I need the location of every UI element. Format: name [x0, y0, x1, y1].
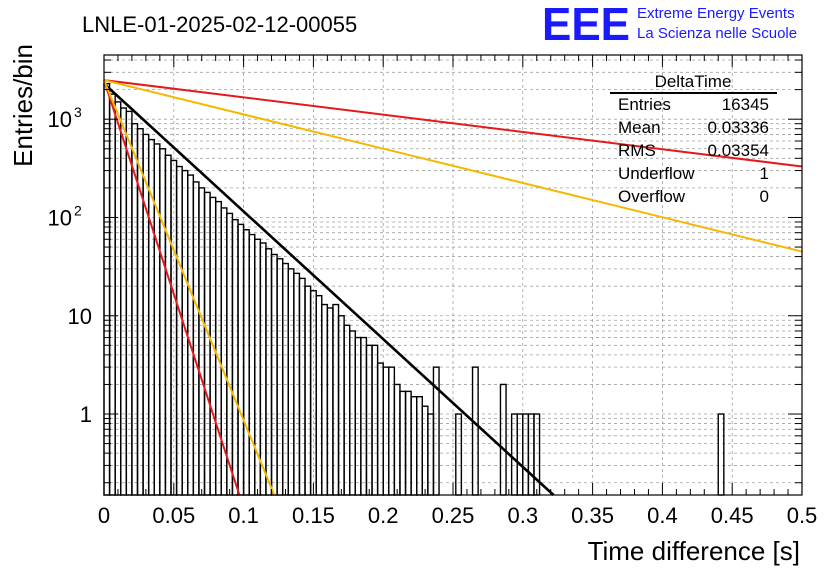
fit-lines: [103, 79, 803, 496]
stats-label: Underflow: [618, 164, 695, 183]
x-tick-label: 0.3: [508, 503, 539, 528]
x-tick-label: 0.4: [647, 503, 678, 528]
stats-row-mean: Mean 0.03336: [618, 118, 769, 137]
grid-lines: [104, 55, 802, 495]
y-tick-exponent: 3: [74, 104, 82, 120]
stats-box: DeltaTime Entries 16345 Mean 0.03336 RMS…: [610, 72, 777, 206]
eee-logo: EEE Extreme Energy Events La Scienza nel…: [542, 0, 797, 50]
x-tick-label: 0.5: [787, 503, 818, 528]
stats-row-rms: RMS 0.03354: [618, 141, 769, 160]
stats-row-underflow: Underflow 1: [618, 164, 769, 183]
y-axis-label: Entries/bin: [8, 44, 38, 167]
fit-line-3: [103, 79, 241, 496]
axes-ticks: 0 0.05 0.1 0.15 0.2 0.25 0.3 0.35 0.4 0.45 0.51101…: [48, 55, 818, 528]
y-tick-exponent: 2: [74, 202, 82, 218]
y-tick-label: 10: [48, 107, 72, 132]
y-tick-label: 1: [80, 402, 92, 427]
stats-label: Overflow: [618, 187, 686, 206]
fit-line-2: [103, 79, 803, 253]
stats-value: 16345: [722, 95, 769, 114]
fit-line-0: [103, 82, 555, 496]
stats-value: 0.03336: [708, 118, 769, 137]
stats-label: Mean: [618, 118, 661, 137]
x-tick-label: 0.45: [711, 503, 754, 528]
x-tick-label: 0.15: [292, 503, 335, 528]
x-tick-label: 0.35: [571, 503, 614, 528]
logo-line-1: Extreme Energy Events: [637, 5, 795, 22]
fit-line-4: [103, 79, 276, 496]
y-tick-label: 10: [68, 304, 92, 329]
x-tick-label: 0.05: [152, 503, 195, 528]
logo-line-2: La Scienza nelle Scuole: [637, 25, 797, 42]
stats-row-overflow: Overflow 0: [618, 187, 769, 206]
stats-box-title: DeltaTime: [655, 72, 732, 91]
stats-label: Entries: [618, 95, 671, 114]
stats-label: RMS: [618, 141, 656, 160]
stats-row-entries: Entries 16345: [618, 95, 769, 114]
eee-logo-mark: EEE: [542, 0, 630, 50]
x-axis-label: Time difference [s]: [588, 536, 800, 566]
y-tick-label: 10: [48, 205, 72, 230]
x-tick-label: 0.1: [228, 503, 259, 528]
x-tick-label: 0.2: [368, 503, 399, 528]
stats-value: 0: [760, 187, 769, 206]
x-tick-label: 0.25: [432, 503, 475, 528]
stats-value: 0.03354: [708, 141, 769, 160]
x-tick-label: 0: [98, 503, 110, 528]
fit-line-1: [103, 79, 803, 168]
chart-title: LNLE-01-2025-02-12-00055: [82, 12, 357, 37]
stats-value: 1: [760, 164, 769, 183]
